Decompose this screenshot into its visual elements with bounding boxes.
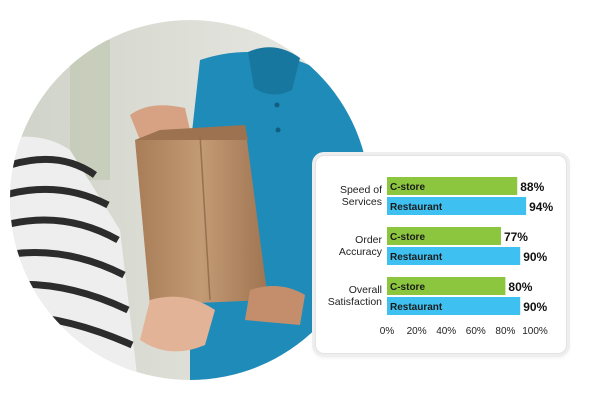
series-label: C-store xyxy=(390,182,425,193)
series-label: C-store xyxy=(390,282,425,293)
value-label: 94% xyxy=(529,200,553,214)
value-label: 77% xyxy=(504,230,528,244)
chart-card: Speed of Services C-store 88% Restaurant 94% O… xyxy=(315,155,567,354)
category-label: Order Accuracy xyxy=(339,234,383,258)
bar-c-store xyxy=(387,227,501,245)
value-label: 80% xyxy=(508,280,532,294)
x-tick-label: 20% xyxy=(407,326,427,337)
series-label: C-store xyxy=(390,232,425,243)
paper-bag-icon xyxy=(135,125,268,305)
x-tick-label: 60% xyxy=(466,326,486,337)
series-label: Restaurant xyxy=(390,202,443,213)
category-label: Overall Satisfaction xyxy=(328,284,382,308)
bar-restaurant xyxy=(387,247,521,265)
bar-restaurant xyxy=(387,297,521,315)
bar-restaurant xyxy=(387,197,527,215)
value-label: 90% xyxy=(523,250,547,264)
bar-c-store xyxy=(387,177,518,195)
x-tick-label: 40% xyxy=(436,326,456,337)
x-tick-label: 0% xyxy=(380,326,395,337)
x-tick-label: 80% xyxy=(495,326,515,337)
value-label: 88% xyxy=(520,180,544,194)
bar-c-store xyxy=(387,277,506,295)
series-label: Restaurant xyxy=(390,302,443,313)
bar-chart: Speed of Services C-store 88% Restaurant 94% O… xyxy=(328,177,553,337)
category-label: Speed of Services xyxy=(340,184,382,208)
series-label: Restaurant xyxy=(390,252,443,263)
hand-bottom xyxy=(140,296,215,352)
x-tick-label: 100% xyxy=(522,326,548,337)
value-label: 90% xyxy=(523,300,547,314)
